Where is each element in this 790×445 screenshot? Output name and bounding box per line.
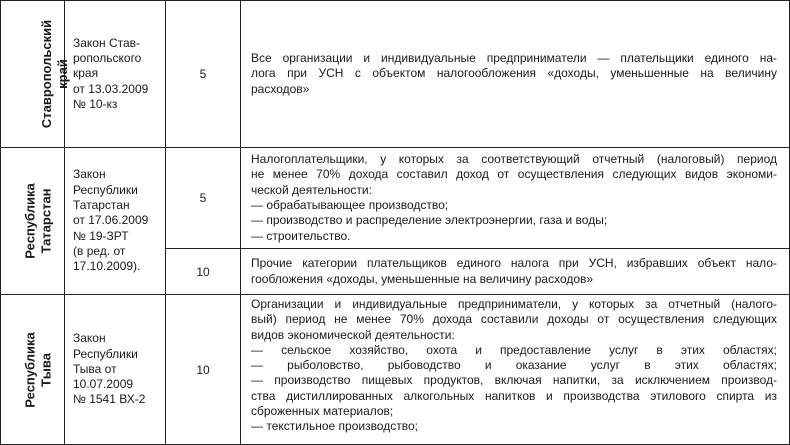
description-line: — строительство.	[251, 228, 351, 243]
region-name: Ставропольский край	[39, 20, 71, 128]
text-line: края	[73, 66, 99, 81]
description-cell: Все организации и индивидуальные предпри…	[240, 0, 790, 148]
description-line: лога при УСН с объектом налогообложения …	[251, 66, 777, 81]
rate-cell: 10	[165, 294, 241, 445]
description-line: — производство и распределение электроэн…	[251, 213, 608, 228]
description-line: вый) период не менее 70% дохода составил…	[251, 312, 777, 327]
description-line: расходов»	[251, 81, 310, 96]
text-line: Ставропольский	[39, 19, 55, 129]
description-cell: Налогоплательщики, у которых за соответс…	[240, 147, 790, 249]
description-line: Все организации и индивидуальные предпри…	[251, 51, 777, 66]
rate-cell: 5	[165, 0, 241, 148]
text-line: Тыва	[38, 352, 54, 387]
description-line: — текстильное производство;	[251, 419, 418, 434]
description-line: Налогоплательщики, у которых за соответс…	[251, 152, 777, 167]
table-subrow-tatarstan: 10 Прочие категории плательщиков единого…	[1, 248, 790, 295]
region-name: Республика Татарстан	[23, 183, 55, 258]
description-line: сброженных материалов;	[251, 404, 394, 419]
region-cell: Республика Тыва	[0, 294, 65, 445]
description-line: ческой деятельности:	[251, 182, 372, 197]
description-line: — рыболовство, рыбоводство и оказание ус…	[251, 358, 777, 373]
table-row-stavropol: Ставропольский край Закон Став-ропольског…	[0, 0, 790, 148]
region-cell: Республика Татарстан	[0, 147, 65, 295]
description-cell: Организации и индивидуальные предпринима…	[240, 294, 790, 445]
text-line: Республика	[22, 331, 38, 408]
text-line: край	[55, 59, 71, 89]
text-line: Закон	[73, 167, 106, 182]
table-row-tyva: Республика Тыва Закон Республики Тыва от 10.…	[0, 294, 790, 445]
law-cell: Закон Республики Тыва от 10.07.2009 № 1541 В…	[64, 294, 166, 445]
text-line: Республики	[73, 346, 138, 361]
description-line: — обрабатывающее производство;	[251, 198, 449, 212]
text-line: ропольского	[73, 51, 142, 66]
text-line: 17.10.2009).	[73, 259, 141, 274]
text-line: от 13.03.2009	[73, 81, 149, 96]
description-line: — производство пищевых продуктов, включа…	[251, 373, 777, 388]
description-line: ства дистиллированных алкогольных напитк…	[251, 388, 777, 403]
region-cell: Ставропольский край	[0, 0, 70, 148]
description-line: видов экономической деятельности:	[251, 327, 455, 342]
description-line: Прочие категории плательщиков единого на…	[251, 256, 777, 271]
description-line: гообложения «доходы, уменьшенные на вели…	[251, 271, 594, 286]
description-line: — сельское хозяйство, охота и предоставл…	[251, 342, 777, 357]
text-line: 10.07.2009	[73, 377, 134, 392]
text-line: (в ред. от	[73, 243, 126, 258]
rate-cell: 5	[165, 147, 241, 249]
law-cell: Закон Республики Татарстан от 17.06.2009 № 1…	[64, 147, 166, 295]
text-line: № 10-кз	[73, 96, 118, 111]
text-line: № 1541 ВХ-2	[73, 392, 146, 407]
table-row-tatarstan: Республика Татарстан Закон Республики Татар…	[0, 147, 790, 295]
region-name: Республика Тыва	[23, 332, 55, 407]
description-cell: Прочие категории плательщиков единого на…	[240, 248, 790, 295]
law-cell: Закон Став-ропольского края от 13.03.2009 №…	[64, 0, 166, 148]
text-line: Республика	[22, 183, 38, 259]
text-line: Татарстан	[38, 188, 54, 254]
text-line: Республики	[73, 182, 138, 197]
text-line: Татарстан	[73, 198, 130, 213]
text-line: № 19-ЗРТ	[73, 228, 129, 243]
text-line: Закон	[73, 331, 106, 346]
text-line: Закон Став-	[73, 35, 141, 50]
description-line: Организации и индивидуальные предпринима…	[251, 297, 777, 311]
rate-cell: 10	[165, 248, 241, 295]
text-line: Тыва от	[73, 361, 117, 376]
text-line: от 17.06.2009	[73, 213, 149, 228]
description-line: не менее 70% дохода составил доход от ос…	[251, 167, 777, 182]
